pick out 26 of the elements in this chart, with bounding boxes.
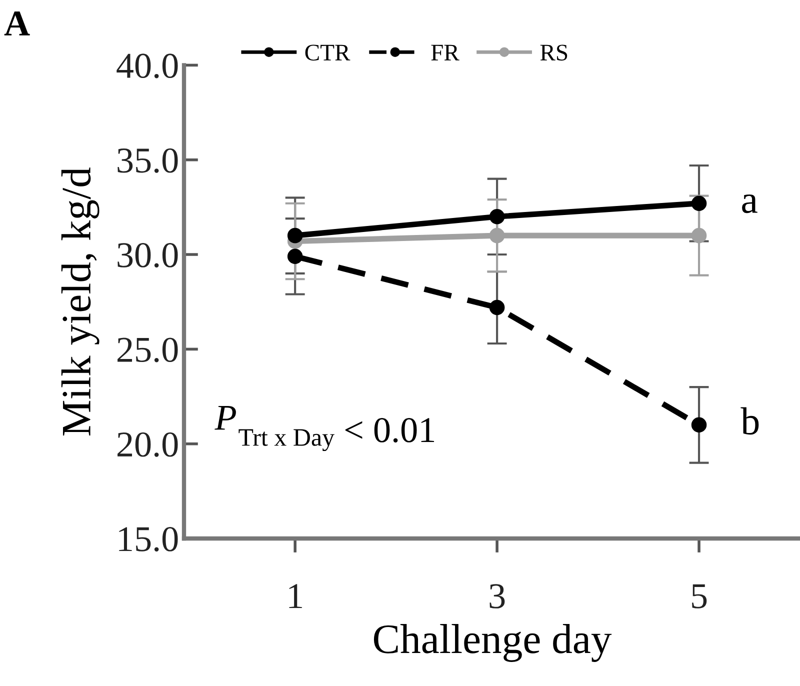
legend-label: FR	[431, 44, 460, 60]
y-tick-label: 40.0	[116, 54, 178, 78]
y-tick-label: 35.0	[118, 148, 178, 173]
x-tick-label: 5	[692, 584, 707, 608]
annotation: a	[742, 194, 758, 214]
text: A	[4, 12, 30, 36]
point	[287, 248, 303, 264]
y-tick-label: 15.0	[119, 527, 178, 552]
annotation: b	[740, 407, 759, 435]
point	[489, 300, 505, 316]
y-tick-label: 25.0	[118, 338, 178, 362]
point	[287, 228, 303, 244]
point	[489, 228, 505, 244]
legend-label: CTR	[305, 44, 350, 61]
x-tick-label: 1	[289, 584, 302, 608]
x-axis-title: Challenge day	[374, 624, 612, 662]
x-tick-label: 3	[490, 584, 505, 608]
y-axis-title: Milk yield, kg/d	[61, 168, 100, 436]
annotation: PTrt x Day < 0.01	[214, 406, 434, 452]
point	[489, 209, 505, 224]
point	[691, 417, 707, 433]
point	[691, 228, 707, 244]
y-tick-label: 30.0	[118, 243, 178, 268]
legend-label: RS	[540, 44, 568, 61]
point	[691, 196, 707, 212]
y-tick-label: 20.0	[118, 432, 178, 457]
